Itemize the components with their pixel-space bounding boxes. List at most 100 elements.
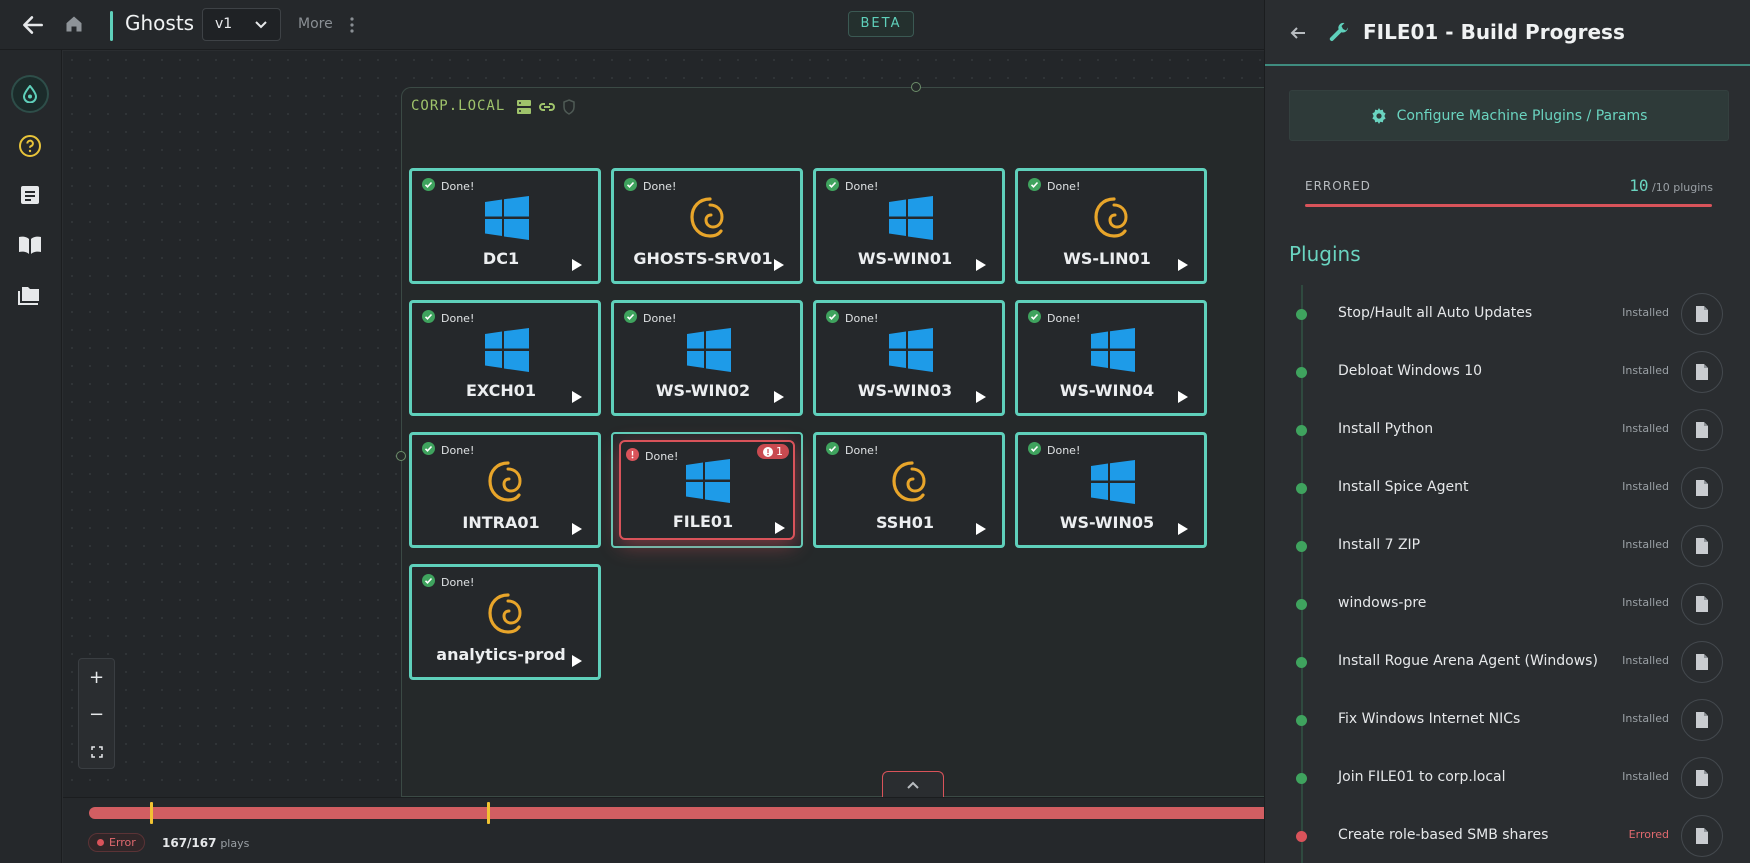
windows-logo-icon <box>484 327 530 373</box>
node-name: DC1 <box>482 249 520 268</box>
plays-count: 167/167 <box>162 836 217 850</box>
check-icon <box>1028 442 1041 458</box>
plugin-log-button[interactable] <box>1681 699 1723 741</box>
play-icon[interactable] <box>775 522 785 534</box>
errored-label: ERRORED <box>1305 179 1371 193</box>
check-icon <box>826 310 839 326</box>
timeline-bar[interactable] <box>89 807 1264 819</box>
play-icon[interactable] <box>1178 259 1188 271</box>
plugin-log-button[interactable] <box>1681 409 1723 451</box>
app-logo[interactable] <box>13 77 47 111</box>
node-status: Done! <box>1028 310 1080 326</box>
check-icon <box>422 442 435 458</box>
machine-node[interactable]: Done! WS-WIN05 <box>1015 432 1207 548</box>
plugin-status: Installed <box>1622 306 1669 319</box>
document-icon <box>1696 770 1708 786</box>
plugin-log-button[interactable] <box>1681 467 1723 509</box>
plays-timeline: Error 167/167 plays <box>63 797 1264 863</box>
timeline-marker[interactable] <box>487 802 490 824</box>
title-accent <box>110 11 113 41</box>
play-icon[interactable] <box>572 655 582 667</box>
panel-back-icon[interactable] <box>1289 24 1307 42</box>
machine-node[interactable]: Done! WS-WIN01 <box>813 168 1005 284</box>
machine-node[interactable]: Done! EXCH01 <box>409 300 601 416</box>
files-button[interactable] <box>15 279 45 309</box>
play-icon[interactable] <box>1178 391 1188 403</box>
plugin-log-button[interactable] <box>1681 351 1723 393</box>
plugin-log-button[interactable] <box>1681 641 1723 683</box>
zoom-out-button[interactable]: − <box>88 704 105 725</box>
left-sidebar <box>0 50 62 863</box>
machine-node[interactable]: Done! DC1 <box>409 168 601 284</box>
play-icon[interactable] <box>572 391 582 403</box>
plugin-log-button[interactable] <box>1681 583 1723 625</box>
document-icon <box>1696 828 1708 844</box>
node-status-label: Done! <box>643 311 677 325</box>
document-icon <box>1696 422 1708 438</box>
build-progress-panel: FILE01 - Build Progress Configure Machin… <box>1264 0 1750 863</box>
plugin-log-button[interactable] <box>1681 815 1723 857</box>
version-select[interactable]: v1 <box>202 8 281 41</box>
configure-plugins-button[interactable]: Configure Machine Plugins / Params <box>1289 90 1729 141</box>
docs-button[interactable] <box>15 230 45 260</box>
error-status-badge: Error <box>88 833 145 852</box>
domain-handle-left[interactable] <box>396 451 406 461</box>
play-icon[interactable] <box>976 391 986 403</box>
plugin-status: Installed <box>1622 596 1669 609</box>
more-menu-label[interactable]: More <box>298 16 333 32</box>
error-icon <box>626 448 639 464</box>
node-status: Done! <box>422 310 474 326</box>
top-bar: Ghosts v1 More BETA <box>0 0 1264 50</box>
play-icon[interactable] <box>572 259 582 271</box>
home-icon[interactable] <box>64 14 84 34</box>
link-icon[interactable] <box>538 99 556 115</box>
play-icon[interactable] <box>1178 523 1188 535</box>
plugins-heading: Plugins <box>1289 242 1361 266</box>
expand-timeline-button[interactable] <box>882 771 944 798</box>
back-arrow-icon[interactable] <box>20 12 46 38</box>
play-icon[interactable] <box>774 259 784 271</box>
windows-logo-icon <box>484 195 530 241</box>
machine-node[interactable]: Done! WS-WIN03 <box>813 300 1005 416</box>
plugin-row: windows-pre Installed <box>1289 581 1729 627</box>
play-icon[interactable] <box>976 259 986 271</box>
machine-node[interactable]: Done! GHOSTS-SRV01 <box>611 168 803 284</box>
errored-counter: 10 /10 plugins <box>1629 176 1713 195</box>
chevron-down-icon <box>255 21 267 29</box>
machine-node[interactable]: Done! SSH01 <box>813 432 1005 548</box>
node-status: Done! <box>422 442 474 458</box>
plugin-row: Install Python Installed <box>1289 407 1729 453</box>
node-status: Done! <box>1028 178 1080 194</box>
plugin-row: Install 7 ZIP Installed <box>1289 523 1729 569</box>
node-status: Done! <box>826 442 878 458</box>
timeline-marker[interactable] <box>150 802 153 824</box>
help-button[interactable] <box>15 131 45 161</box>
document-icon <box>1696 596 1708 612</box>
machine-node[interactable]: Done! FILE01 1 <box>611 432 803 548</box>
machine-node[interactable]: Done! analytics-prod <box>409 564 601 680</box>
machine-node[interactable]: Done! WS-WIN04 <box>1015 300 1207 416</box>
plugin-log-button[interactable] <box>1681 757 1723 799</box>
notes-button[interactable] <box>15 180 45 210</box>
fit-view-button[interactable] <box>79 733 114 770</box>
error-status-label: Error <box>109 836 136 849</box>
plugin-log-button[interactable] <box>1681 293 1723 335</box>
domain-handle-top[interactable] <box>911 82 921 92</box>
machine-node[interactable]: Done! INTRA01 <box>409 432 601 548</box>
domain-icons <box>516 99 576 115</box>
shield-icon[interactable] <box>562 99 576 115</box>
debian-logo-icon <box>1090 195 1136 241</box>
check-icon <box>422 178 435 194</box>
node-status: Done! <box>422 178 474 194</box>
windows-logo-icon <box>1090 459 1136 505</box>
plugin-log-button[interactable] <box>1681 525 1723 567</box>
more-dots-icon[interactable] <box>349 16 355 34</box>
play-icon[interactable] <box>976 523 986 535</box>
zoom-in-button[interactable]: + <box>88 667 105 688</box>
machine-node[interactable]: Done! WS-WIN02 <box>611 300 803 416</box>
play-icon[interactable] <box>572 523 582 535</box>
check-icon <box>826 178 839 194</box>
machine-node[interactable]: Done! WS-LIN01 <box>1015 168 1207 284</box>
play-icon[interactable] <box>774 391 784 403</box>
server-icon[interactable] <box>516 99 532 115</box>
